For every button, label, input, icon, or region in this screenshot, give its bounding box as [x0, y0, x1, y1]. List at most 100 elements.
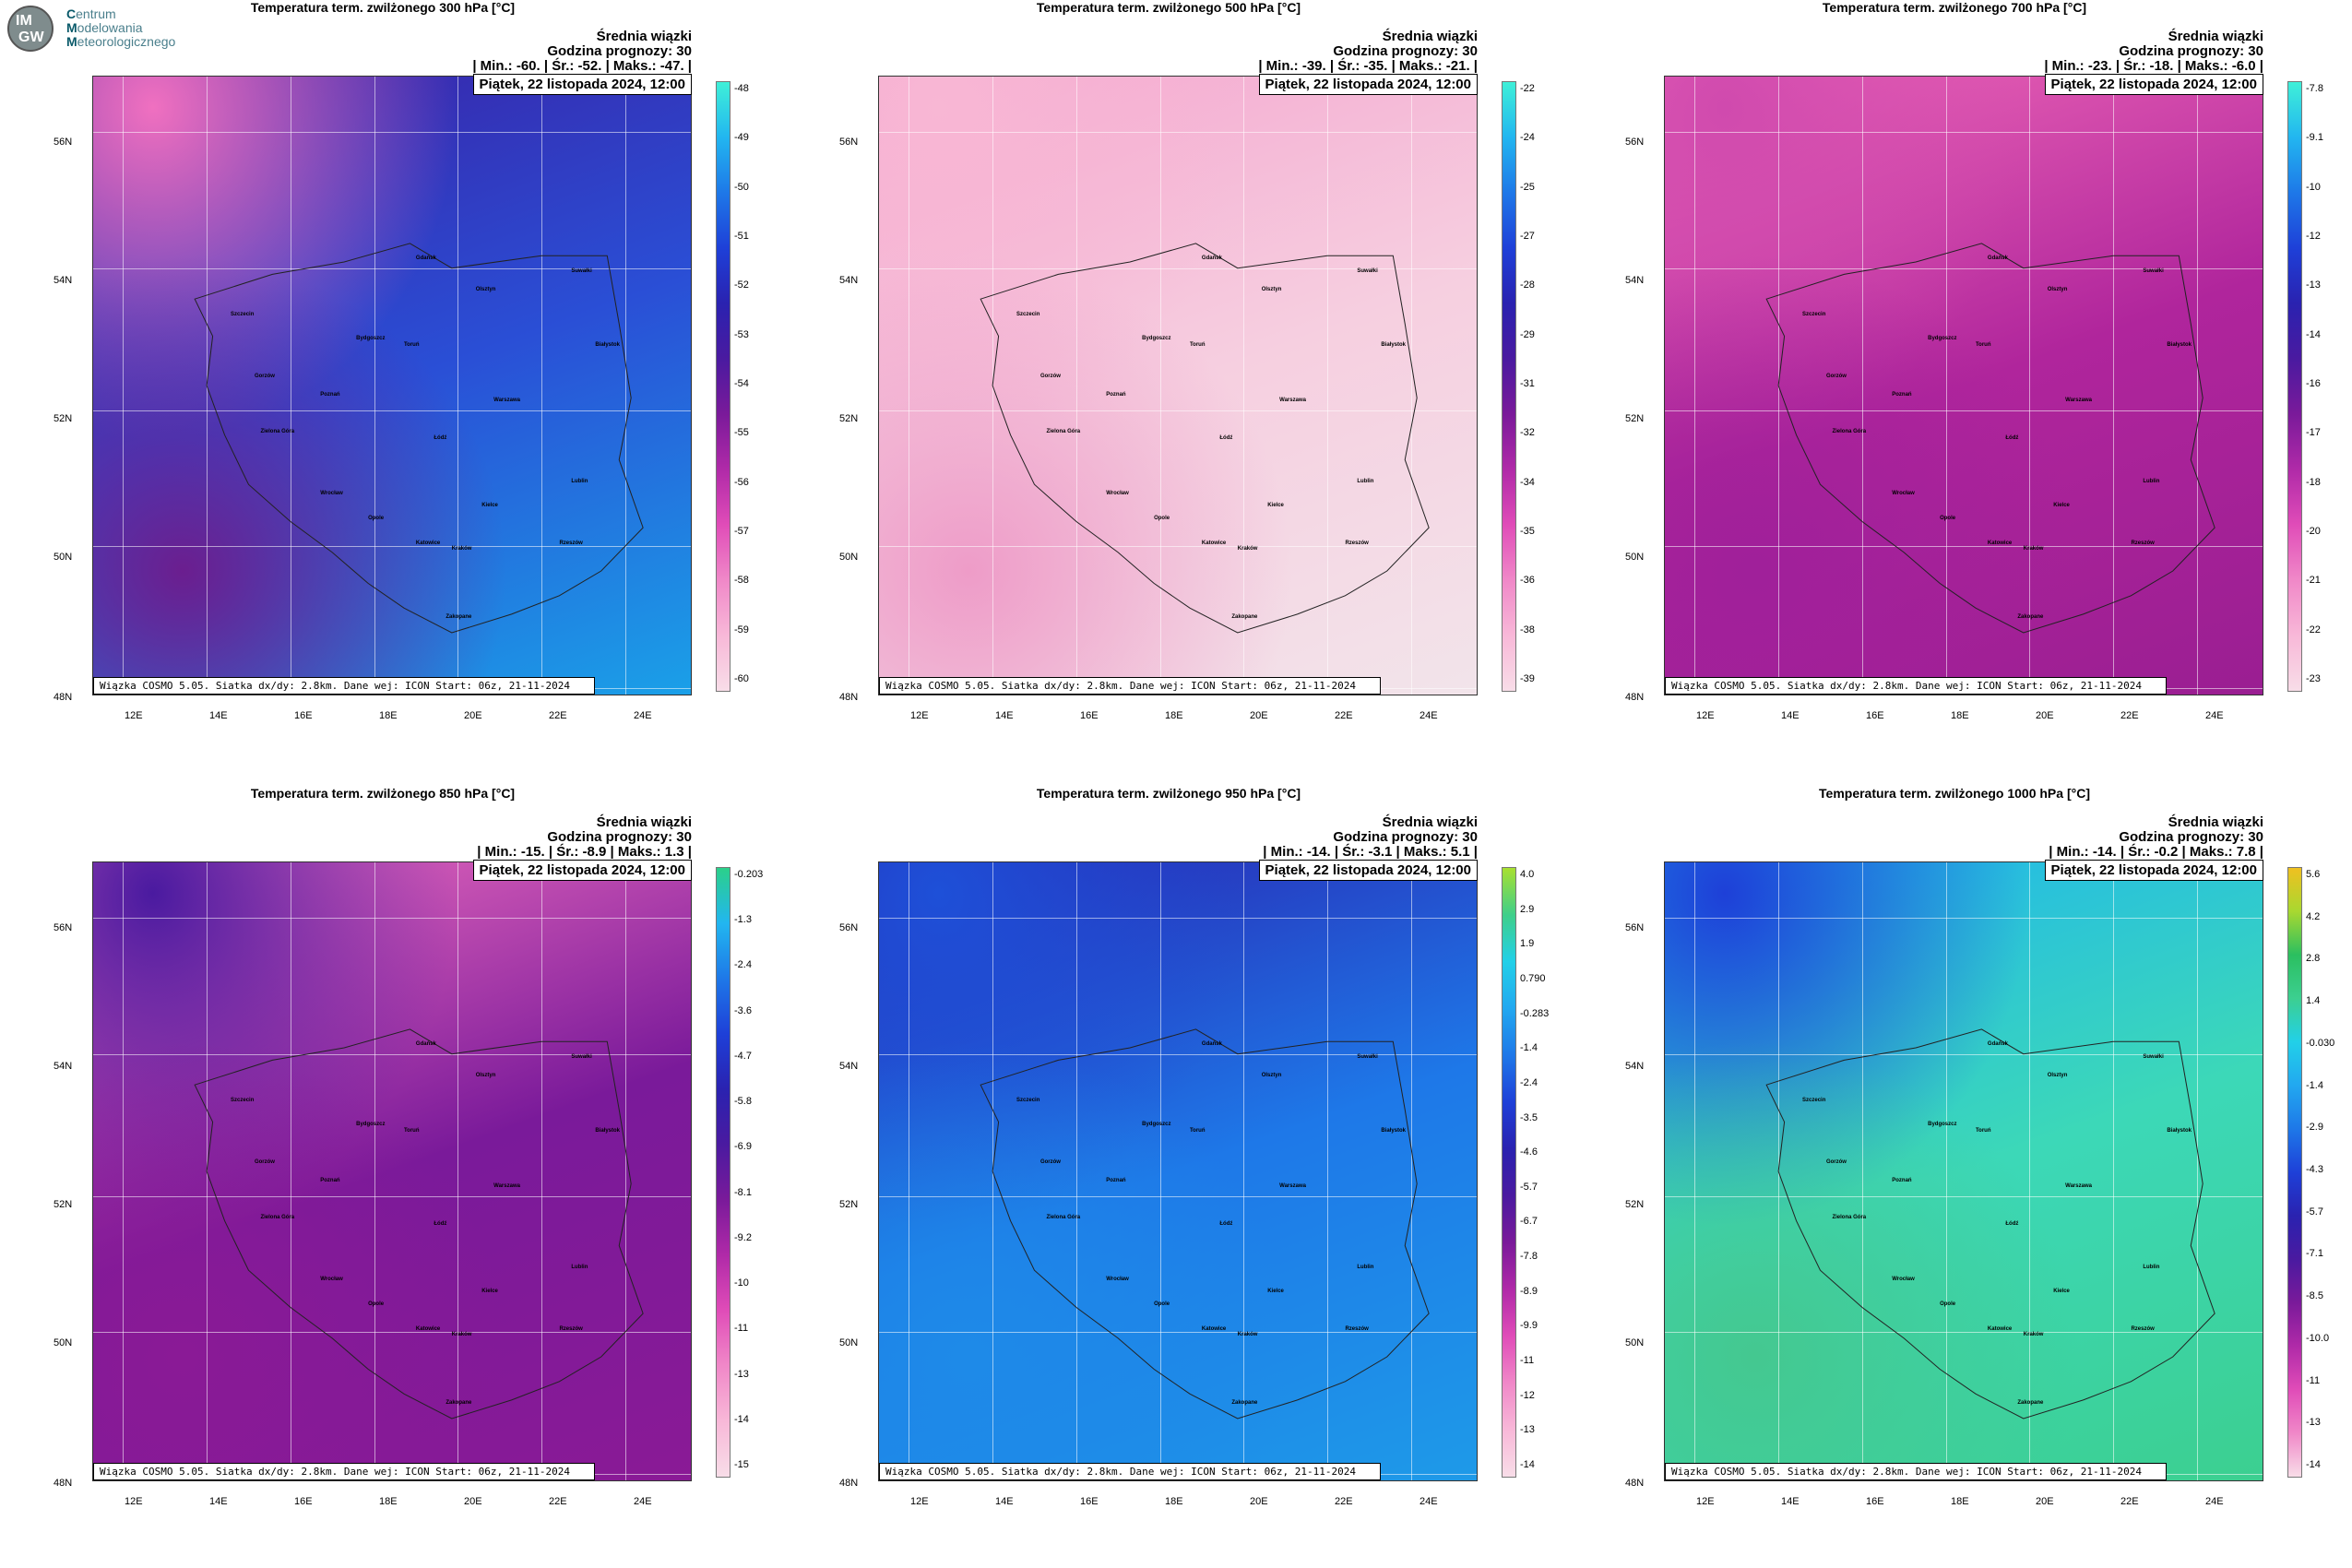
map-footer: Wiązka COSMO 5.05. Siatka dx/dy: 2.8km. …	[879, 1463, 1381, 1480]
longitude-gridline	[624, 77, 626, 695]
colorbar-tick-label: 2.8	[2306, 953, 2321, 965]
colorbar-tick-label: -7.8	[1520, 1251, 1538, 1263]
longitude-label: 18E	[379, 710, 398, 721]
latitude-label: 50N	[53, 1337, 73, 1348]
colorbar-tick-label: 1.9	[1520, 938, 1535, 950]
city-label: Białystok	[595, 1128, 620, 1134]
city-label: Rzeszów	[1345, 540, 1369, 546]
city-label: Opole	[368, 515, 385, 521]
city-label: Zakopane	[445, 613, 472, 620]
city-label: Wrocław	[1106, 1276, 1129, 1282]
latitude-gridline	[879, 267, 1477, 269]
colorbar-tick-label: -9.2	[734, 1231, 752, 1243]
latitude-label: 50N	[1625, 1337, 1645, 1348]
longitude-label: 14E	[209, 710, 228, 721]
city-label: Zakopane	[1231, 1399, 1258, 1406]
country-borders	[980, 1028, 1430, 1420]
panel-stats-block: Średnia wiązki Godzina prognozy: 30 | Min.…	[2049, 815, 2263, 860]
colorbar	[2287, 81, 2302, 692]
panel-stats-block: Średnia wiązki Godzina prognozy: 30 | Min.…	[1258, 30, 1478, 74]
city-label: Zakopane	[2017, 613, 2044, 620]
city-label: Poznań	[320, 391, 340, 398]
latitude-gridline	[879, 546, 1477, 548]
city-label: Olsztyn	[2047, 286, 2068, 292]
city-label: Katowice	[1987, 540, 2013, 546]
longitude-gridline	[541, 77, 542, 695]
latitude-gridline	[93, 1195, 691, 1197]
forecast-hour: Godzina prognozy: 30	[2119, 829, 2263, 845]
map-footer: Wiązka COSMO 5.05. Siatka dx/dy: 2.8km. …	[879, 677, 1381, 695]
colorbar-tick-label: -54	[734, 378, 749, 389]
city-label: Toruń	[1975, 1128, 1991, 1134]
colorbar-tick-label: -13	[734, 1368, 749, 1380]
forecast-hour: Godzina prognozy: 30	[547, 829, 692, 845]
colorbar-tick-label: -8.1	[734, 1186, 752, 1198]
city-label: Bydgoszcz	[1928, 336, 1957, 342]
latitude-label: 48N	[1625, 692, 1645, 703]
map-footer: Wiązka COSMO 5.05. Siatka dx/dy: 2.8km. …	[1665, 1463, 2167, 1480]
map-panel: Temperatura term. zwilżonego 500 hPa [°C…	[786, 0, 1551, 756]
colorbar-tick-label: -29	[1520, 328, 1535, 340]
latitude-gridline	[1665, 918, 2263, 920]
logo-initials-bottom: GW	[18, 30, 44, 45]
colorbar-tick-label: -11	[1520, 1355, 1535, 1367]
longitude-gridline	[1945, 77, 1947, 695]
colorbar-tick-label: -6.9	[734, 1141, 752, 1153]
city-label: Łódź	[1219, 1220, 1233, 1227]
city-label: Szczecin	[1802, 1097, 1826, 1103]
colorbar-tick-label: -10	[2306, 181, 2321, 193]
min-avg-max-stats: | Min.: -14. | Śr.: -3.1 | Maks.: 5.1 |	[1263, 844, 1478, 860]
city-label: Zakopane	[1231, 613, 1258, 620]
longitude-gridline	[123, 862, 125, 1480]
latitude-gridline	[879, 918, 1477, 920]
colorbar	[2287, 867, 2302, 1478]
city-label: Opole	[1154, 515, 1170, 521]
longitude-label: 16E	[1866, 710, 1884, 721]
city-label: Zakopane	[2017, 1399, 2044, 1406]
colorbar-tick-label: -52	[734, 279, 749, 291]
longitude-label: 16E	[1080, 710, 1099, 721]
colorbar-tick-label: -25	[1520, 181, 1535, 193]
city-label: Gdańsk	[415, 255, 436, 262]
longitude-label: 14E	[209, 1496, 228, 1507]
country-borders	[194, 1028, 644, 1420]
panel-title: Temperatura term. zwilżonego 1000 hPa [°…	[1819, 786, 2090, 801]
longitude-label: 16E	[294, 1496, 313, 1507]
forecast-date: Piątek, 22 listopada 2024, 12:00	[1258, 860, 1478, 881]
city-label: Suwałki	[571, 267, 592, 274]
colorbar-tick-label: -14	[1520, 1459, 1535, 1470]
latitude-gridline	[93, 132, 691, 134]
latitude-label: 50N	[839, 1337, 859, 1348]
colorbar-tick-label: -4.7	[734, 1050, 752, 1062]
longitude-label: 14E	[995, 1496, 1014, 1507]
colorbar-tick-label: -20	[2306, 526, 2321, 537]
panel-title: Temperatura term. zwilżonego 850 hPa [°C…	[250, 786, 516, 801]
colorbar-tick-label: -2.9	[2306, 1122, 2323, 1134]
latitude-label: 50N	[839, 552, 859, 563]
city-label: Kraków	[2023, 546, 2044, 552]
colorbar-tick-label: -3.5	[1520, 1111, 1538, 1123]
avg-label: Średnia wiązki	[596, 814, 692, 830]
colorbar-tick-label: -21	[2306, 575, 2321, 587]
latitude-label: 56N	[839, 137, 859, 148]
latitude-label: 50N	[1625, 552, 1645, 563]
city-label: Lublin	[1357, 1264, 1374, 1270]
latitude-label: 54N	[53, 1061, 73, 1072]
colorbar-tick-label: -27	[1520, 231, 1535, 242]
map-footer: Wiązka COSMO 5.05. Siatka dx/dy: 2.8km. …	[93, 677, 595, 695]
longitude-gridline	[1327, 862, 1328, 1480]
longitude-label: 24E	[1420, 1496, 1438, 1507]
latitude-label: 54N	[839, 1061, 859, 1072]
colorbar-tick-label: -53	[734, 328, 749, 340]
longitude-label: 20E	[2036, 710, 2054, 721]
avg-label: Średnia wiązki	[2168, 29, 2263, 44]
latitude-label: 52N	[839, 1199, 859, 1210]
city-label: Suwałki	[1357, 1053, 1378, 1060]
city-label: Gorzów	[1825, 1158, 1847, 1165]
map-panel: Temperatura term. zwilżonego 950 hPa [°C…	[786, 786, 1551, 1542]
colorbar-tick-label: -9.1	[2306, 132, 2323, 144]
avg-label: Średnia wiązki	[596, 29, 692, 44]
longitude-gridline	[457, 862, 459, 1480]
longitude-label: 24E	[1420, 710, 1438, 721]
latitude-label: 52N	[839, 413, 859, 424]
